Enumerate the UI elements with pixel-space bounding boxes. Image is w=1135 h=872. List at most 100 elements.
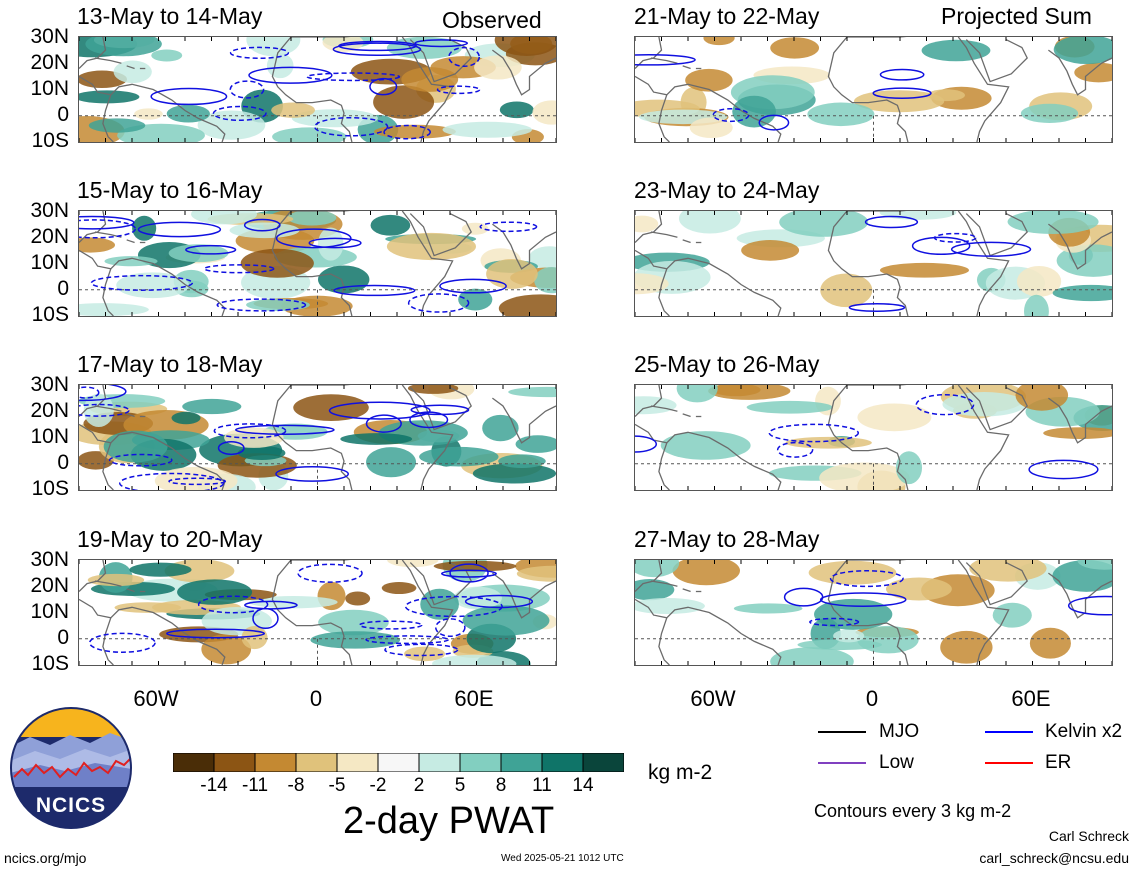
lat-label-row4-0: 30N — [30, 548, 69, 571]
map-panel-right-1 — [634, 36, 1113, 143]
lat-label-row1-0: 30N — [30, 25, 69, 48]
ncics-logo-graphic — [10, 707, 132, 829]
colorbar-tick-2: -8 — [287, 775, 305, 796]
lon-label-right-0: 0 — [865, 686, 879, 711]
map-svg-left-4 — [79, 560, 556, 665]
map-panel-left-3 — [78, 384, 557, 491]
map-panel-left-2 — [78, 210, 557, 317]
lon-label-right-60e: 60E — [1011, 686, 1051, 711]
colorbar — [172, 752, 625, 773]
panel-title-right-3: 25-May to 26-May — [634, 351, 820, 377]
map-panel-left-4 — [78, 559, 557, 666]
legend-kelvin-label: Kelvin x2 — [1045, 721, 1123, 742]
panel-title-right-2: 23-May to 24-May — [634, 177, 820, 203]
axis-ticks — [79, 385, 556, 490]
coastlines — [635, 560, 1112, 665]
colorbar-swatch-9 — [541, 752, 584, 773]
colorbar-tick-8: 11 — [532, 775, 552, 796]
pwat-anomaly-field — [635, 211, 1112, 316]
legend-mjo-label: MJO — [879, 721, 920, 742]
lat-label-row1-2: 10N — [30, 77, 69, 100]
coastlines — [79, 385, 556, 490]
panel-title-left-3: 17-May to 18-May — [77, 351, 263, 377]
colorbar-swatch-6 — [418, 752, 461, 773]
map-panel-right-2 — [634, 210, 1113, 317]
colorbar-swatch-0 — [172, 752, 215, 773]
observed-header: Observed — [442, 7, 542, 33]
lat-label-row2-2: 10N — [30, 251, 69, 274]
kelvin-contours — [79, 385, 470, 490]
lon-label-left-60w: 60W — [133, 686, 179, 711]
lat-label-row1-4: 10S — [31, 129, 69, 152]
colorbar-tick-0: -14 — [200, 775, 228, 796]
kelvin-contours — [635, 54, 932, 131]
lat-label-row1-3: 0 — [57, 103, 69, 126]
pwat-anomaly-field — [635, 37, 1112, 138]
axis-ticks — [635, 211, 1112, 316]
map-panel-right-3 — [634, 384, 1113, 491]
lat-label-row1-1: 20N — [30, 51, 69, 74]
colorbar-tick-1: -11 — [241, 775, 269, 796]
axis-ticks — [635, 37, 1112, 142]
legend-er-label: ER — [1045, 752, 1072, 773]
map-svg-left-1 — [79, 37, 556, 142]
coastlines — [635, 37, 1112, 142]
colorbar-swatch-3 — [295, 752, 338, 773]
lat-label-row2-4: 10S — [31, 303, 69, 326]
lat-label-row2-1: 20N — [30, 225, 69, 248]
colorbar-title: 2-day PWAT — [343, 800, 555, 842]
colorbar-swatch-10 — [582, 752, 625, 773]
footer-author: Carl Schreck — [1048, 828, 1129, 844]
footer-email: carl_schreck@ncsu.edu — [979, 850, 1129, 866]
kelvin-contours — [88, 563, 534, 657]
colorbar-tick-6: 5 — [454, 775, 466, 796]
colorbar-swatch-1 — [213, 752, 256, 773]
coastlines — [79, 37, 556, 142]
colorbar-swatch-7 — [459, 752, 502, 773]
kelvin-contours — [150, 39, 481, 140]
lat-label-row3-4: 10S — [31, 477, 69, 500]
lon-label-right-60w: 60W — [690, 686, 736, 711]
lat-label-row3-3: 0 — [57, 451, 69, 474]
kelvin-contours — [783, 570, 1112, 627]
panel-title-left-4: 19-May to 20-May — [77, 526, 263, 552]
colorbar-tick-4: -2 — [369, 775, 387, 796]
colorbar-swatch-4 — [336, 752, 379, 773]
colorbar-tick-9: 14 — [572, 775, 594, 796]
map-svg-left-2 — [79, 211, 556, 316]
map-svg-right-1 — [635, 37, 1112, 142]
map-panel-right-4 — [634, 559, 1113, 666]
pwat-anomaly-field — [635, 560, 1112, 665]
pwat-anomaly-field — [79, 211, 556, 316]
axis-ticks — [79, 211, 556, 316]
coastlines — [635, 211, 1112, 316]
panel-title-left-1: 13-May to 14-May — [77, 3, 263, 29]
colorbar-tick-5: 2 — [413, 775, 425, 796]
panel-title-right-1: 21-May to 22-May — [634, 3, 820, 29]
lat-label-row4-3: 0 — [57, 626, 69, 649]
legend-low-label: Low — [879, 752, 914, 773]
lat-label-row3-2: 10N — [30, 425, 69, 448]
legend-low-line — [818, 762, 866, 764]
footer-link[interactable]: ncics.org/mjo — [4, 850, 87, 866]
map-svg-right-2 — [635, 211, 1112, 316]
panel-title-right-4: 27-May to 28-May — [634, 526, 820, 552]
axis-ticks — [635, 560, 1112, 665]
legend-mjo-line — [818, 731, 866, 733]
colorbar-swatch-5 — [377, 752, 420, 773]
legend-er-line — [985, 762, 1033, 764]
kelvin-contours — [79, 215, 538, 313]
ncics-logo: NCICS — [10, 707, 132, 829]
map-svg-right-4 — [635, 560, 1112, 665]
legend-kelvin-line — [985, 731, 1033, 733]
axis-ticks — [79, 560, 556, 665]
colorbar-swatch-8 — [500, 752, 543, 773]
lat-label-row4-4: 10S — [31, 652, 69, 675]
lat-label-row3-1: 20N — [30, 399, 69, 422]
lat-label-row4-1: 20N — [30, 574, 69, 597]
kelvin-contours — [635, 393, 1099, 480]
map-svg-left-3 — [79, 385, 556, 490]
axis-ticks — [635, 385, 1112, 490]
contour-note: Contours every 3 kg m-2 — [814, 801, 1012, 821]
lon-label-left-60e: 60E — [454, 686, 494, 711]
